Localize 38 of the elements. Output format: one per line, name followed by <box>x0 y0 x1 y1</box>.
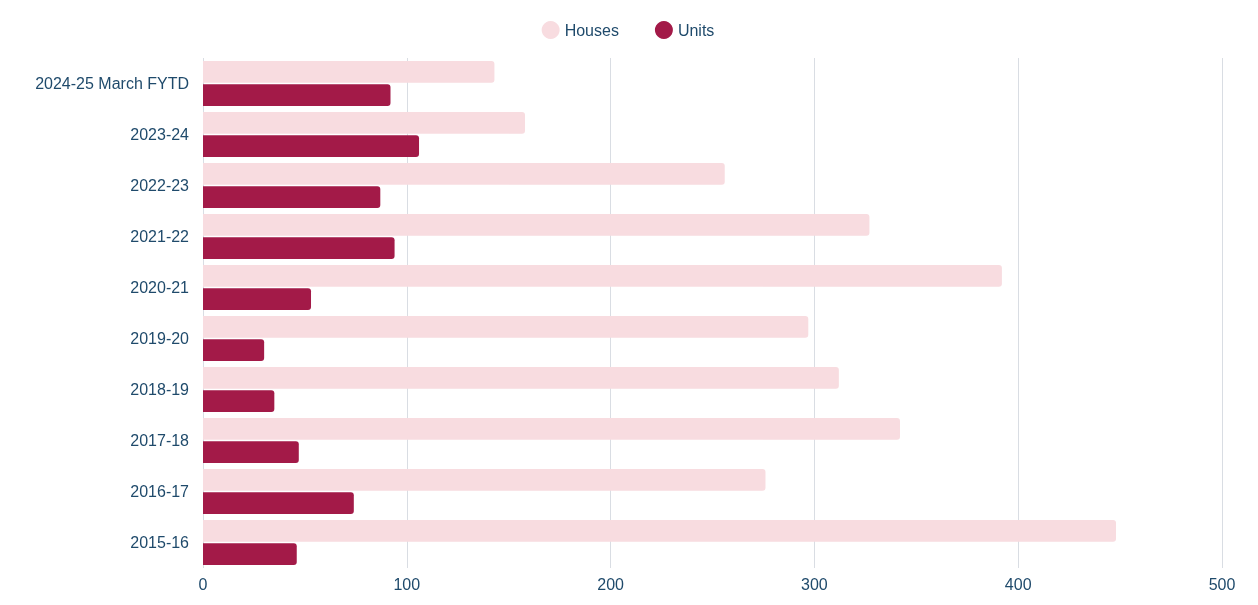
bar <box>203 186 381 208</box>
x-tick-label: 300 <box>801 575 828 593</box>
y-tick-label: 2021-22 <box>130 228 190 245</box>
bar <box>203 469 766 491</box>
bar <box>203 339 265 361</box>
x-tick-label: 0 <box>198 575 208 593</box>
bar <box>203 520 1117 542</box>
bar <box>203 441 299 463</box>
x-tick-label: 400 <box>1004 575 1032 593</box>
bar <box>203 543 297 565</box>
bar <box>203 163 725 185</box>
x-tick-label: 100 <box>393 575 421 593</box>
bar <box>203 418 900 440</box>
bar <box>203 61 495 83</box>
bar <box>203 214 870 236</box>
bar <box>203 316 809 338</box>
y-tick-label: 2018-19 <box>130 381 190 398</box>
y-tick-label: 2017-18 <box>130 432 190 449</box>
x-tick-label: 200 <box>597 575 625 593</box>
legend-label: Houses <box>564 21 619 39</box>
y-tick-label: 2015-16 <box>130 534 190 551</box>
bar <box>203 367 839 389</box>
bar <box>203 265 1002 287</box>
bar <box>203 112 525 134</box>
bar <box>203 390 275 412</box>
bar <box>203 492 354 514</box>
bar <box>203 84 391 106</box>
bar <box>203 237 395 259</box>
y-tick-label: 2023-24 <box>130 126 190 143</box>
y-tick-label: 2020-21 <box>130 279 190 296</box>
bar <box>203 288 312 310</box>
y-tick-label: 2024-25 March FYTD <box>35 75 189 92</box>
legend-label: Units <box>677 21 715 39</box>
bar <box>203 135 420 157</box>
y-tick-label: 2022-23 <box>130 177 190 194</box>
y-tick-label: 2019-20 <box>130 330 190 347</box>
x-tick-label: 500 <box>1208 575 1236 593</box>
y-tick-label: 2016-17 <box>130 483 190 500</box>
